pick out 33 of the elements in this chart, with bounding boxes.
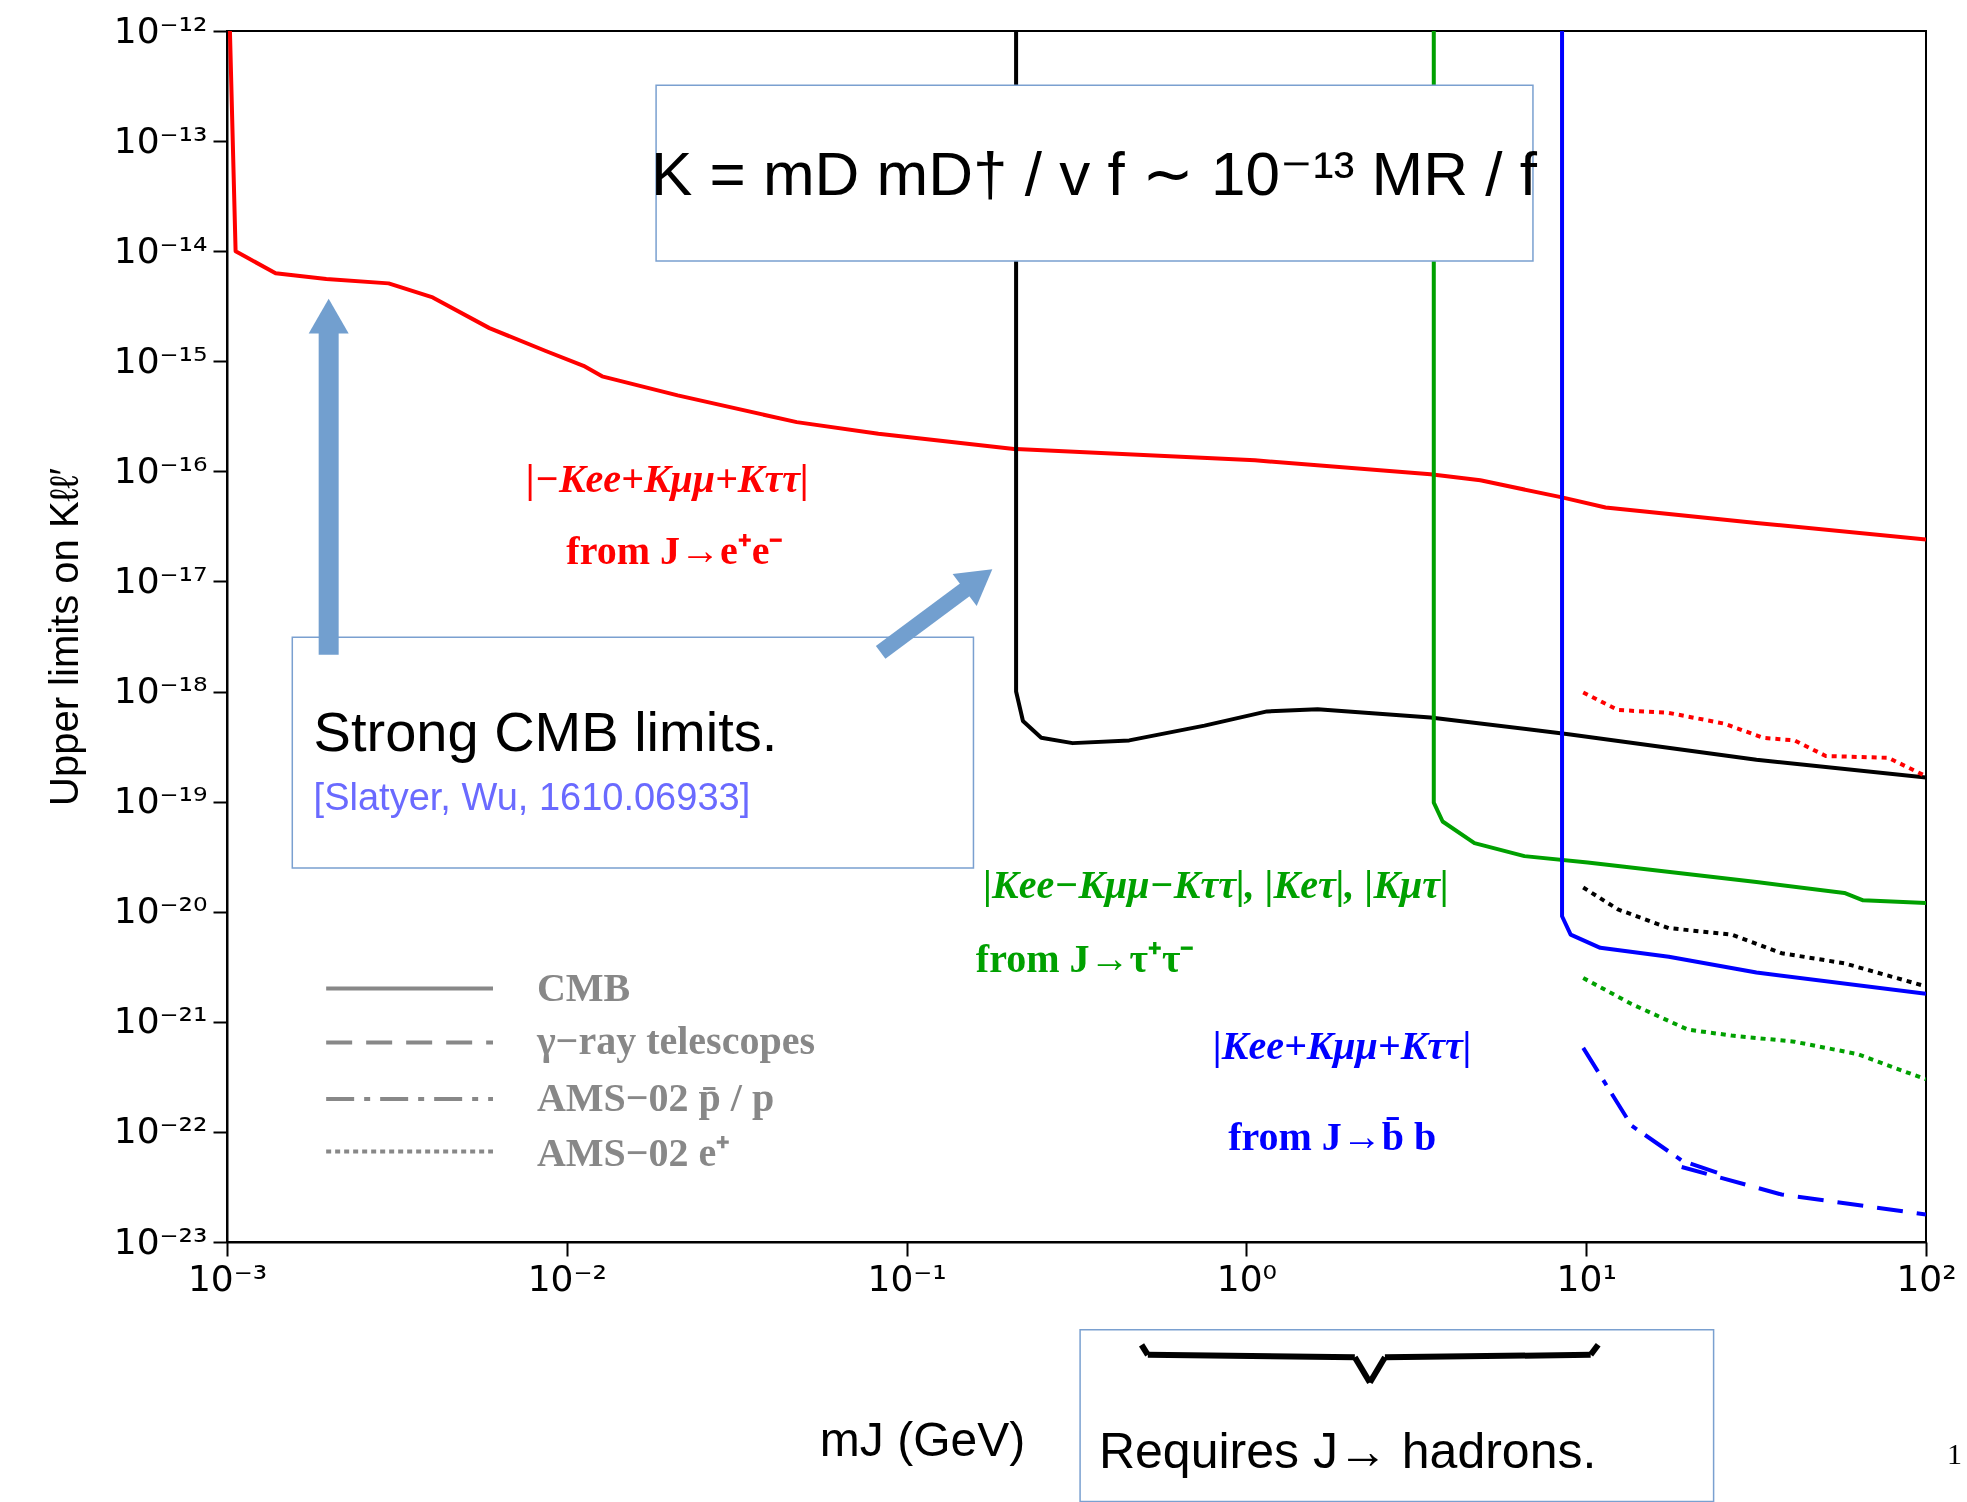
annotation: Strong CMB limits.: [313, 699, 778, 763]
y-tick-label: 10⁻¹²: [113, 9, 208, 51]
annotation: |Kee−Kμμ−Kττ|, |Keτ|, |Kμτ|: [983, 861, 1449, 907]
annotation: |−Kee+Kμμ+Kττ|: [525, 456, 809, 502]
x-tick-label: 10²: [1896, 1257, 1957, 1299]
y-tick-label: 10⁻¹⁶: [113, 449, 208, 491]
y-tick-label: 10⁻²⁰: [113, 890, 208, 932]
y-tick-label: 10⁻¹³: [113, 119, 208, 161]
annotation: CMB: [536, 964, 631, 1010]
annotation: from J→τ⁺τ⁻: [975, 935, 1195, 981]
x-tick-label: 10⁻²: [527, 1257, 607, 1299]
annotation: |Kee+Kμμ+Kττ|: [1212, 1023, 1472, 1069]
y-tick-label: 10⁻¹⁴: [113, 229, 208, 271]
annotation: from J→e⁺e⁻: [566, 527, 784, 573]
annotation: AMS−02 p̄ / p: [536, 1074, 775, 1120]
text: 1: [1946, 1437, 1962, 1471]
y-tick-label: 10⁻²²: [113, 1110, 208, 1152]
y-tick-label: 10⁻¹⁵: [113, 339, 208, 381]
y-tick-label: 10⁻¹⁹: [113, 780, 208, 822]
annotation: K = mD mD† / v f ∼ 10⁻¹³ MR / f: [650, 138, 1538, 208]
x-tick-label: 10¹: [1556, 1257, 1617, 1299]
annotation: AMS−02 e⁺: [536, 1130, 731, 1176]
x-tick-label: 10⁻¹: [867, 1257, 947, 1299]
x-tick-label: 10⁰: [1216, 1257, 1278, 1299]
annotation: [Slatyer, Wu, 1610.06933]: [313, 776, 751, 819]
annotation: from J→b̄ b: [1228, 1113, 1437, 1159]
y-axis-title: Upper limits on Kℓℓ′: [41, 468, 86, 806]
text: Requires J→ hadrons.: [1098, 1422, 1597, 1479]
x-axis-title: mJ (GeV): [819, 1412, 1026, 1466]
y-tick-label: 10⁻²¹: [113, 1000, 208, 1042]
y-tick-label: 10⁻¹⁷: [113, 559, 208, 601]
y-tick-label: 10⁻¹⁸: [113, 670, 208, 712]
annotation: γ−ray telescopes: [535, 1018, 815, 1064]
